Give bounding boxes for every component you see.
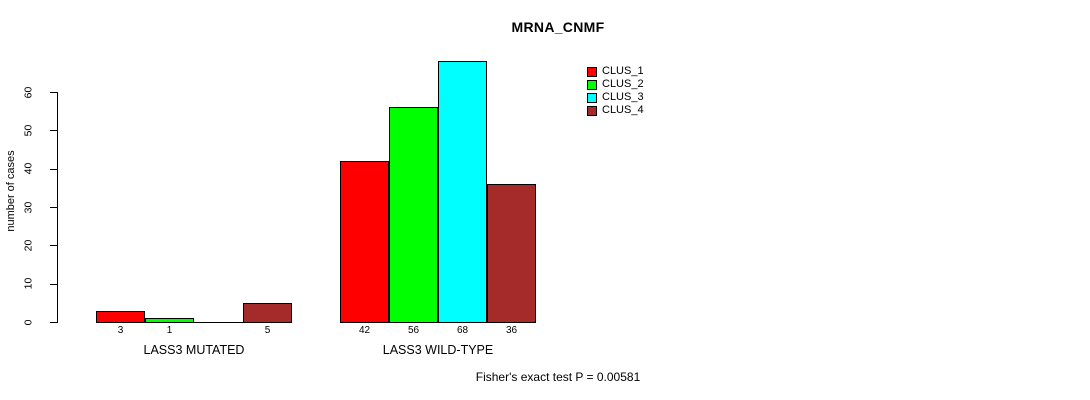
bar-value-label: 36 (505, 325, 518, 336)
y-axis-tick (50, 284, 57, 285)
bar (243, 303, 292, 323)
bar-value-label: 1 (166, 325, 173, 336)
y-axis-tick (50, 92, 57, 93)
bar-value-label: 56 (407, 325, 420, 336)
y-axis-line (57, 92, 58, 323)
legend-swatch (587, 66, 597, 77)
legend-item: CLUS_4 (587, 104, 644, 117)
legend-item: CLUS_2 (587, 78, 644, 91)
bar (96, 311, 145, 323)
y-tick-label: 0 (22, 319, 35, 326)
legend-label: CLUS_4 (602, 104, 644, 116)
y-tick-label: 20 (22, 239, 35, 252)
y-axis-tick (50, 322, 57, 323)
y-axis-tick (50, 169, 57, 170)
legend-item: CLUS_3 (587, 91, 644, 104)
legend-swatch (587, 79, 597, 90)
legend: CLUS_1 CLUS_2 CLUS_3 CLUS_4 (587, 65, 644, 117)
y-tick-label: 50 (22, 124, 35, 137)
bar (194, 322, 243, 323)
legend-label: CLUS_2 (602, 78, 644, 90)
bar (145, 318, 194, 323)
y-tick-label: 40 (22, 162, 35, 175)
bar-value-label: 68 (456, 325, 469, 336)
bar (438, 61, 487, 323)
legend-label: CLUS_1 (602, 65, 644, 77)
legend-swatch (587, 92, 597, 103)
bar-value-label: 42 (358, 325, 371, 336)
bar (487, 184, 536, 323)
chart-title: MRNA_CNMF (511, 19, 605, 35)
y-axis-tick (50, 245, 57, 246)
y-tick-label: 10 (22, 277, 35, 290)
bar-value-label: 3 (117, 325, 124, 336)
y-axis-tick (50, 130, 57, 131)
y-axis-tick (50, 207, 57, 208)
legend-label: CLUS_3 (602, 91, 644, 103)
legend-item: CLUS_1 (587, 65, 644, 78)
legend-swatch (587, 105, 597, 116)
bar (340, 161, 389, 323)
group-label: LASS3 MUTATED (143, 343, 245, 357)
group-label: LASS3 WILD-TYPE (382, 343, 494, 357)
bar-value-label: 5 (264, 325, 271, 336)
fisher-note: Fisher's exact test P = 0.00581 (475, 370, 641, 384)
bar (389, 107, 438, 323)
y-tick-label: 60 (22, 86, 35, 99)
y-tick-label: 30 (22, 201, 35, 214)
